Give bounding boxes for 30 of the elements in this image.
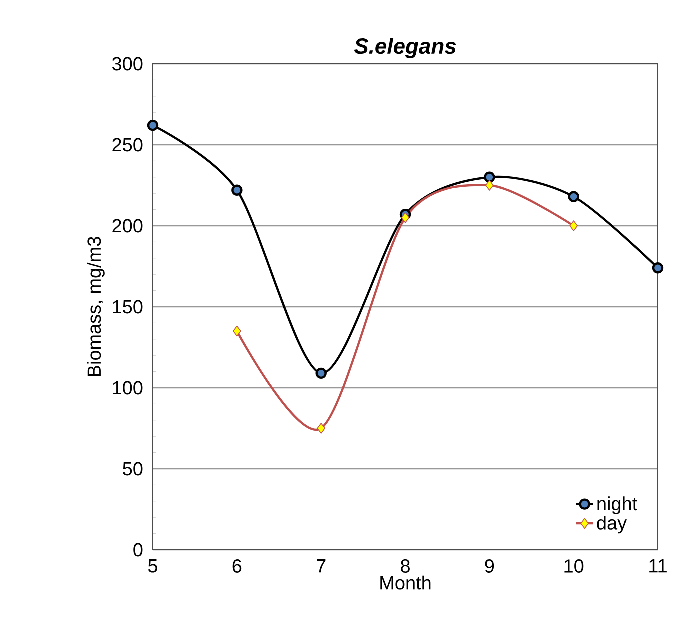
x-axis-title: Month — [380, 576, 431, 590]
x-tick-label: 7 — [317, 560, 326, 573]
y-tick-label: 150 — [113, 300, 143, 314]
point — [486, 180, 494, 191]
y-tick-label: 50 — [123, 462, 143, 476]
x-tick-label: 8 — [401, 560, 410, 573]
x-tick-label: 9 — [485, 560, 494, 573]
y-tick-label: 100 — [113, 381, 143, 395]
point — [568, 191, 580, 202]
point — [652, 262, 664, 274]
x-tick-label: 5 — [148, 560, 158, 573]
y-tick-label: 0 — [134, 543, 143, 557]
chart-title: S.elegans — [354, 38, 456, 58]
y-tick-label: 250 — [112, 138, 143, 152]
x-tick-label: 11 — [650, 560, 667, 573]
point — [316, 368, 327, 380]
x-tick-label: 10 — [564, 560, 584, 573]
point — [147, 120, 159, 132]
point — [484, 172, 496, 183]
y-tick-label: 200 — [112, 219, 143, 233]
point — [401, 212, 410, 224]
y-tick-label: 300 — [112, 57, 143, 71]
point — [232, 184, 243, 196]
legend-label: day — [597, 516, 628, 534]
point — [233, 326, 242, 337]
x-tick-label: 6 — [232, 560, 242, 573]
point — [570, 220, 578, 232]
point — [317, 423, 326, 434]
y-axis-title: Biomass, mg/m3 — [87, 237, 105, 376]
legend-label: night — [598, 496, 638, 514]
